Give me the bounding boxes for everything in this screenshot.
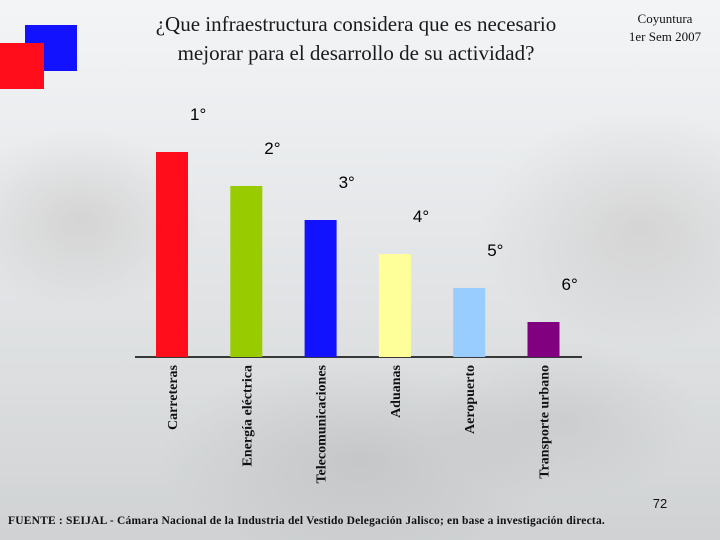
period-label: Coyuntura 1er Sem 2007 [612, 10, 718, 46]
title-line-1: ¿Que infraestructura considera que es ne… [155, 12, 557, 36]
bar-5 [453, 288, 486, 357]
bar-1 [156, 152, 188, 357]
bar-3 [304, 220, 337, 357]
bar-2 [230, 186, 263, 357]
decorative-red-square [0, 43, 44, 89]
category-label-3: Telecomunicaciones [315, 364, 330, 483]
rank-label-3: 3° [339, 173, 355, 192]
category-label-1: Carreteras [166, 364, 181, 430]
page-title: ¿Que infraestructura considera que es ne… [100, 10, 612, 68]
source-note: FUENTE : SEIJAL - Cámara Nacional de la … [8, 515, 605, 527]
bar-6 [527, 322, 560, 357]
rank-label-2: 2° [264, 139, 280, 158]
rank-label-6: 6° [562, 275, 578, 294]
rank-label-4: 4° [413, 207, 429, 226]
rank-label-1: 1° [190, 105, 206, 124]
bar-4 [378, 254, 411, 357]
page-number: 72 [652, 496, 668, 511]
category-label-4: Aduanas [389, 364, 404, 417]
category-label-6: Transporte urbano [538, 365, 553, 479]
title-line-2: mejorar para el desarrollo de su activid… [177, 41, 535, 65]
category-label-2: Energía eléctrica [240, 365, 255, 466]
period-label-line-2: 1er Sem 2007 [628, 29, 702, 44]
period-label-line-1: Coyuntura [637, 11, 693, 26]
rank-label-5: 5° [487, 241, 503, 260]
category-label-5: Aeropuerto [463, 365, 478, 434]
